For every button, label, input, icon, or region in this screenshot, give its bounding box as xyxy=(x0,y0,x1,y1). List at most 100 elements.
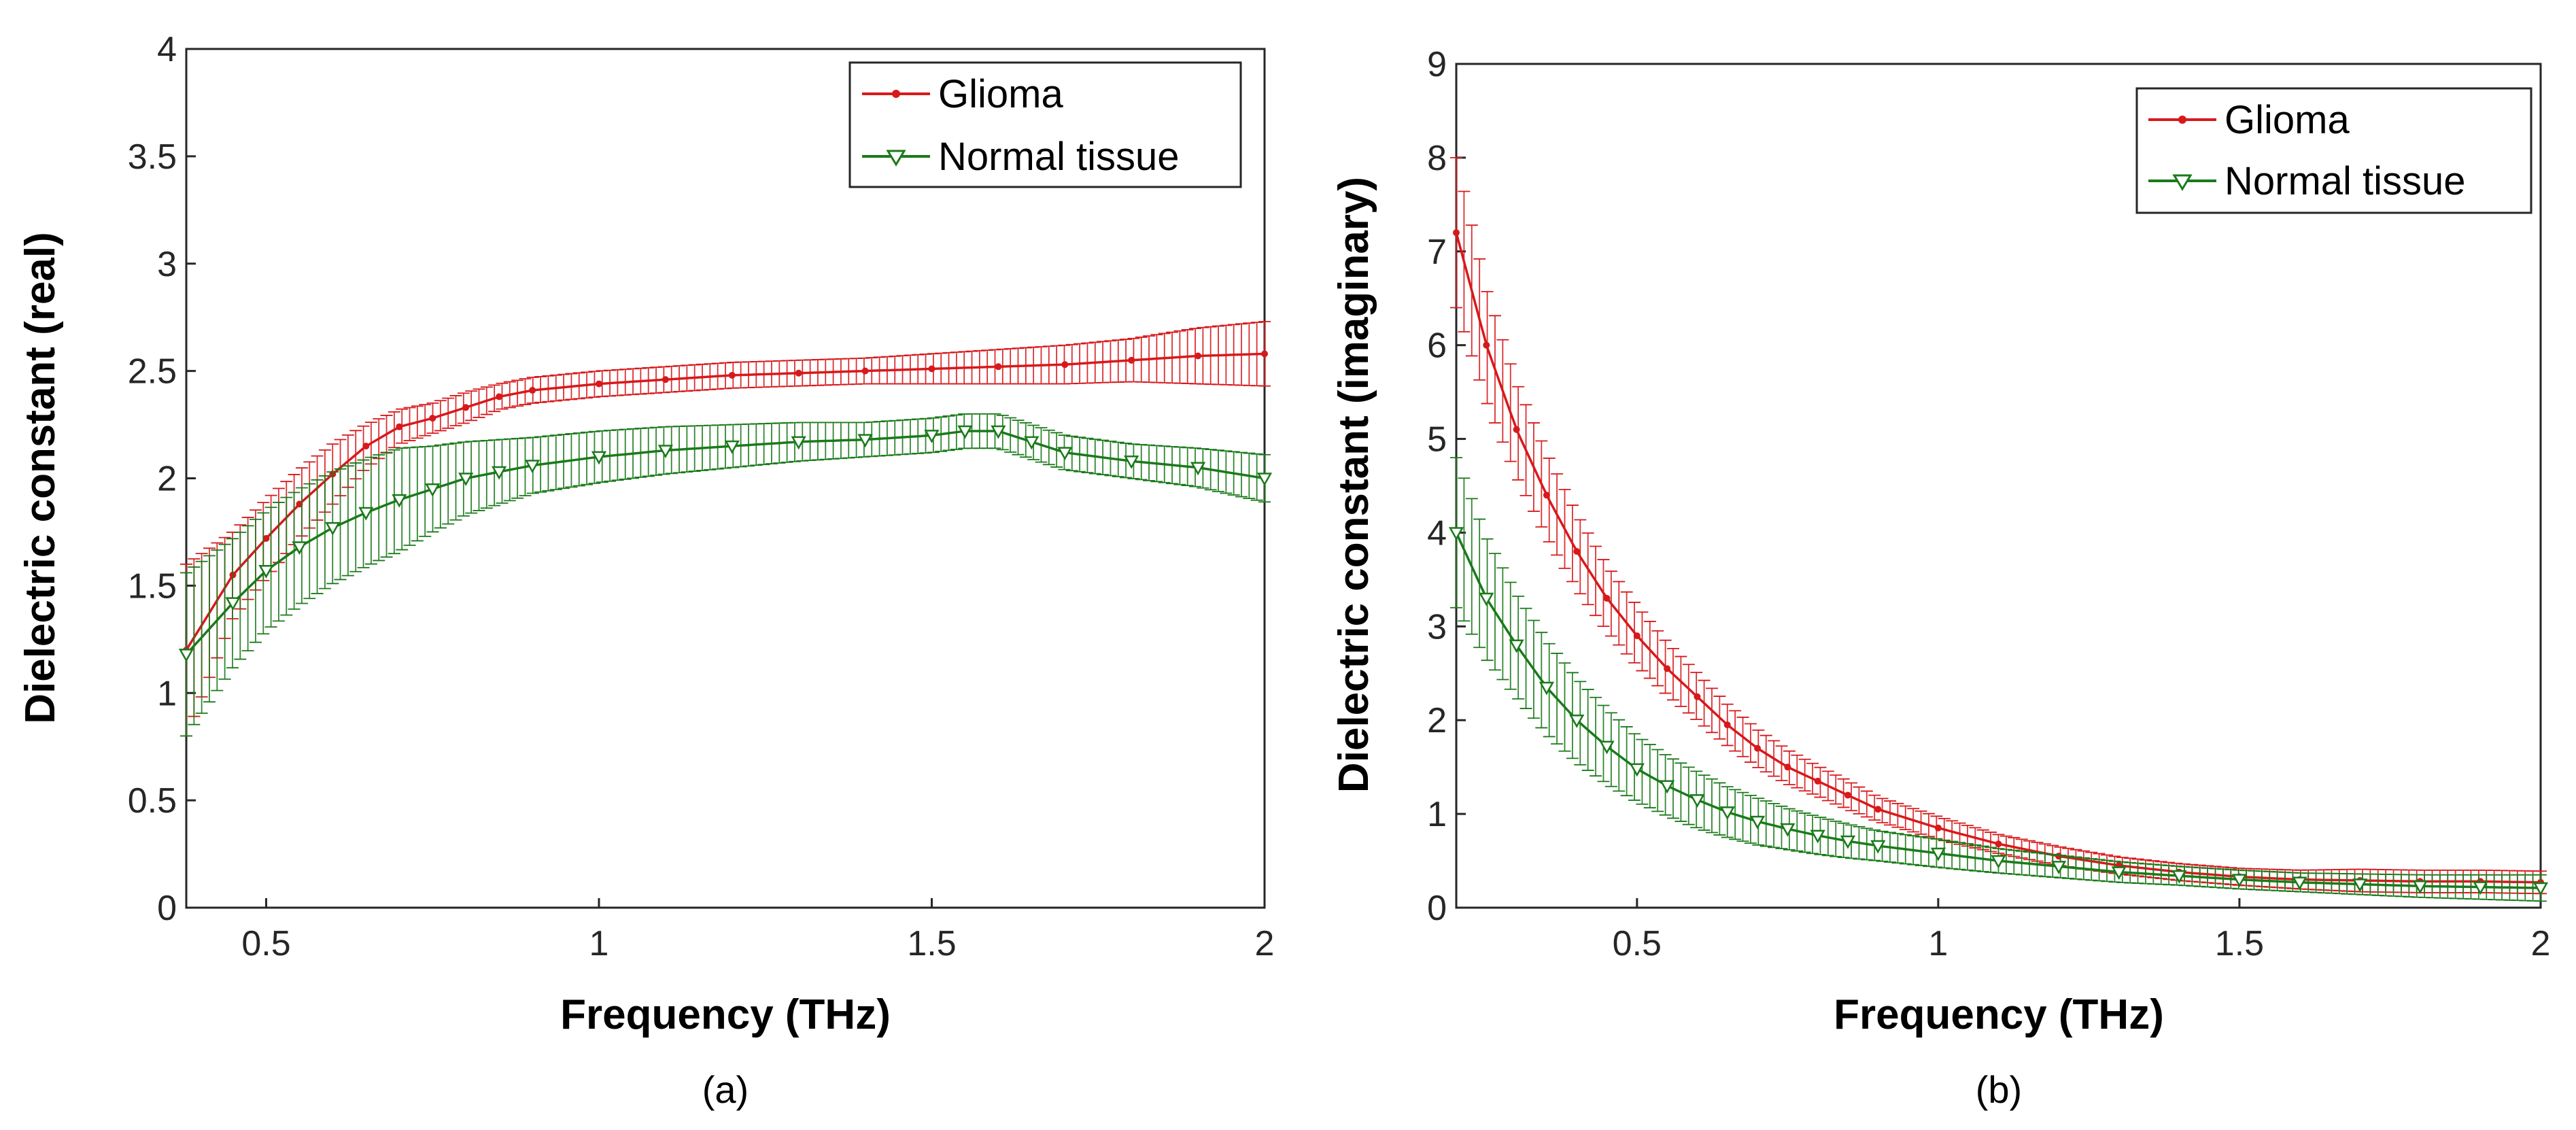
data-point-normal-tissue xyxy=(1629,763,1645,777)
data-point-glioma xyxy=(795,369,802,377)
panel-label-a: (a) xyxy=(702,1068,749,1111)
y-tick-label: 7 xyxy=(1427,233,1447,272)
y-tick-label: 3 xyxy=(157,245,177,284)
data-point-normal-tissue xyxy=(1479,592,1494,606)
y-tick-label: 2 xyxy=(1427,701,1447,740)
x-tick-label: 1 xyxy=(1928,924,1948,963)
data-point-normal-tissue xyxy=(1870,840,1886,854)
data-point-glioma xyxy=(1573,548,1581,555)
data-point-glioma xyxy=(1784,764,1791,771)
legend-label-normal-a: Normal tissue xyxy=(938,135,1180,179)
data-point-glioma xyxy=(1694,693,1701,700)
data-point-normal-tissue xyxy=(1190,462,1206,476)
y-axis-label-a: Dielectric constant (real) xyxy=(17,232,64,724)
data-point-normal-tissue xyxy=(857,434,873,448)
data-point-normal-tissue xyxy=(491,466,507,480)
data-point-normal-tissue xyxy=(2111,866,2127,880)
data-point-normal-tissue xyxy=(791,436,806,450)
data-point-normal-tissue xyxy=(2231,874,2248,888)
data-point-glioma xyxy=(1934,824,1942,832)
panel-label-b: (b) xyxy=(1976,1068,2022,1111)
data-point-glioma xyxy=(1195,352,1202,360)
data-point-normal-tissue xyxy=(1810,829,1825,844)
data-point-glioma xyxy=(1061,361,1069,369)
data-point-normal-tissue xyxy=(1509,639,1524,653)
legend-b: Glioma Normal tissue xyxy=(2135,87,2532,214)
y-axis-label-b: Dielectric constant (imaginary) xyxy=(1330,177,1377,793)
x-tick-label: 0.5 xyxy=(241,924,290,963)
legend-label-normal-b: Normal tissue xyxy=(2225,159,2466,203)
data-point-glioma xyxy=(595,380,602,388)
y-tick-label: 4 xyxy=(1427,513,1447,553)
data-point-normal-tissue xyxy=(1930,847,1946,861)
data-point-normal-tissue xyxy=(1024,436,1040,450)
y-tick-label: 1.5 xyxy=(128,566,177,606)
data-point-glioma xyxy=(296,500,303,508)
data-point-glioma xyxy=(1603,594,1611,602)
data-point-glioma xyxy=(1844,791,1851,799)
data-point-normal-tissue xyxy=(1599,740,1615,755)
data-point-normal-tissue xyxy=(178,649,194,662)
data-point-glioma xyxy=(861,367,869,375)
data-point-normal-tissue xyxy=(1719,806,1735,820)
legend-box-a xyxy=(848,61,1242,188)
data-point-normal-tissue xyxy=(1840,835,1856,849)
data-point-normal-tissue xyxy=(991,425,1006,439)
data-point-normal-tissue xyxy=(2050,861,2067,874)
data-point-glioma xyxy=(2055,853,2063,860)
data-point-normal-tissue xyxy=(1780,823,1796,837)
data-point-normal-tissue xyxy=(724,440,740,454)
data-point-glioma xyxy=(1664,665,1671,672)
data-point-normal-tissue xyxy=(1991,855,2006,869)
data-point-glioma xyxy=(1453,229,1460,237)
data-point-normal-tissue xyxy=(2473,881,2488,895)
data-point-glioma xyxy=(728,371,736,379)
x-tick-label: 1.5 xyxy=(907,924,956,963)
data-point-normal-tissue xyxy=(2412,880,2428,894)
data-point-normal-tissue xyxy=(957,425,973,439)
data-point-glioma xyxy=(429,415,436,422)
data-point-normal-tissue xyxy=(292,541,307,555)
x-tick-label: 2 xyxy=(1255,924,1275,963)
data-point-glioma xyxy=(396,423,403,430)
data-point-normal-tissue xyxy=(458,473,474,487)
legend-a: Glioma Normal tissue xyxy=(848,61,1242,188)
data-point-glioma xyxy=(1483,341,1490,349)
data-point-normal-tissue xyxy=(1660,780,1675,794)
data-point-normal-tissue xyxy=(591,451,607,465)
y-tick-label: 1 xyxy=(157,674,177,713)
data-point-normal-tissue xyxy=(1448,527,1464,541)
data-point-glioma xyxy=(1513,426,1520,433)
y-tick-label: 9 xyxy=(1427,45,1447,84)
data-point-glioma xyxy=(262,534,270,542)
data-point-normal-tissue xyxy=(2292,876,2307,891)
data-point-normal-tissue xyxy=(524,460,540,474)
y-tick-label: 1 xyxy=(1427,795,1447,834)
legend-label-glioma-a: Glioma xyxy=(938,72,1063,116)
data-point-glioma xyxy=(1128,356,1135,364)
x-tick-label: 2 xyxy=(2531,924,2551,963)
y-tick-label: 3.5 xyxy=(128,137,177,177)
data-point-glioma xyxy=(662,376,669,383)
legend-marker-glioma-a xyxy=(892,90,900,98)
y-tick-label: 2.5 xyxy=(128,352,177,392)
data-point-normal-tissue xyxy=(924,430,940,443)
data-point-normal-tissue xyxy=(1689,794,1705,808)
data-point-glioma xyxy=(1995,840,2002,848)
data-point-normal-tissue xyxy=(2532,882,2549,896)
data-point-glioma xyxy=(496,393,503,400)
data-point-normal-tissue xyxy=(1569,714,1585,728)
data-point-normal-tissue xyxy=(1256,473,1273,487)
data-point-normal-tissue xyxy=(225,597,241,611)
x-axis-label-a: Frequency (THz) xyxy=(560,991,891,1038)
data-point-glioma xyxy=(1723,721,1731,729)
data-point-glioma xyxy=(1633,632,1641,640)
data-point-glioma xyxy=(1814,777,1821,785)
legend-label-glioma-b: Glioma xyxy=(2225,98,2350,142)
x-tick-label: 0.5 xyxy=(1613,924,1662,963)
data-point-normal-tissue xyxy=(258,565,274,579)
data-point-normal-tissue xyxy=(392,494,407,508)
data-point-normal-tissue xyxy=(2171,870,2187,884)
data-point-normal-tissue xyxy=(1749,815,1766,829)
